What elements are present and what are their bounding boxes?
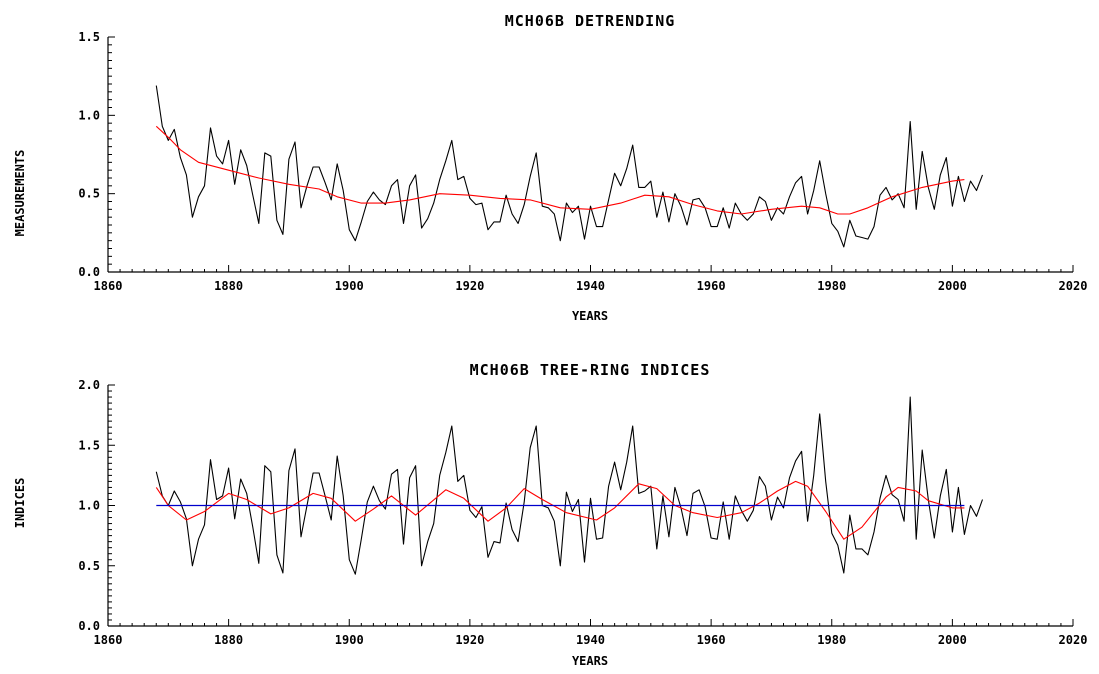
x-tick-label: 1880 [214,279,243,293]
y-tick-label: 1.0 [78,108,100,122]
y-tick-label: 1.5 [78,438,100,452]
curve-series-line [155,125,965,215]
x-axis-label: YEARS [572,309,608,323]
plot-series [155,396,984,575]
x-axis-label: YEARS [572,654,608,668]
indices-panel: MCH06B TREE-RING INDICES YEARS INDICES 1… [13,361,1087,668]
y-tick-label: 1.5 [78,30,100,44]
x-tick-label: 1880 [214,633,243,647]
x-tick-label: 2020 [1059,279,1088,293]
chart-title: MCH06B TREE-RING INDICES [470,361,711,379]
curve-series-line [155,480,965,540]
y-tick-label: 0.0 [78,265,100,279]
x-tick-label: 1920 [455,279,484,293]
x-tick-label: 1940 [576,633,605,647]
x-tick-label: 1960 [697,633,726,647]
x-tick-label: 1960 [697,279,726,293]
x-tick-label: 1980 [817,279,846,293]
x-tick-label: 1980 [817,633,846,647]
x-tick-label: 2020 [1059,633,1088,647]
plot-series [155,85,984,248]
axis-ticks: 1860 1880 1900 1920 1940 1960 1980 2000 2020 0.0 0… [78,378,1087,647]
chart-title: MCH06B DETRENDING [505,12,676,30]
y-tick-label: 0.5 [78,187,100,201]
axis-ticks: 1860 1880 1900 1920 1940 1960 1980 2000 2020 0.0 0… [78,30,1087,293]
detrending-panel: MCH06B DETRENDING YEARS MEASUREMENTS 186… [13,12,1087,323]
y-tick-label: 0.5 [78,559,100,573]
x-tick-label: 1900 [335,633,364,647]
y-tick-label: 0.0 [78,619,100,633]
raw-series-line [155,396,984,575]
x-tick-label: 1940 [576,279,605,293]
y-tick-label: 1.0 [78,499,100,513]
y-axis-label: MEASUREMENTS [13,150,27,237]
x-tick-label: 2000 [938,279,967,293]
x-tick-label: 1920 [455,633,484,647]
x-tick-label: 1860 [94,633,123,647]
x-tick-label: 2000 [938,633,967,647]
y-tick-label: 2.0 [78,378,100,392]
x-tick-label: 1860 [94,279,123,293]
x-tick-label: 1900 [335,279,364,293]
y-axis-label: INDICES [13,478,27,529]
raw-series-line [155,85,984,248]
